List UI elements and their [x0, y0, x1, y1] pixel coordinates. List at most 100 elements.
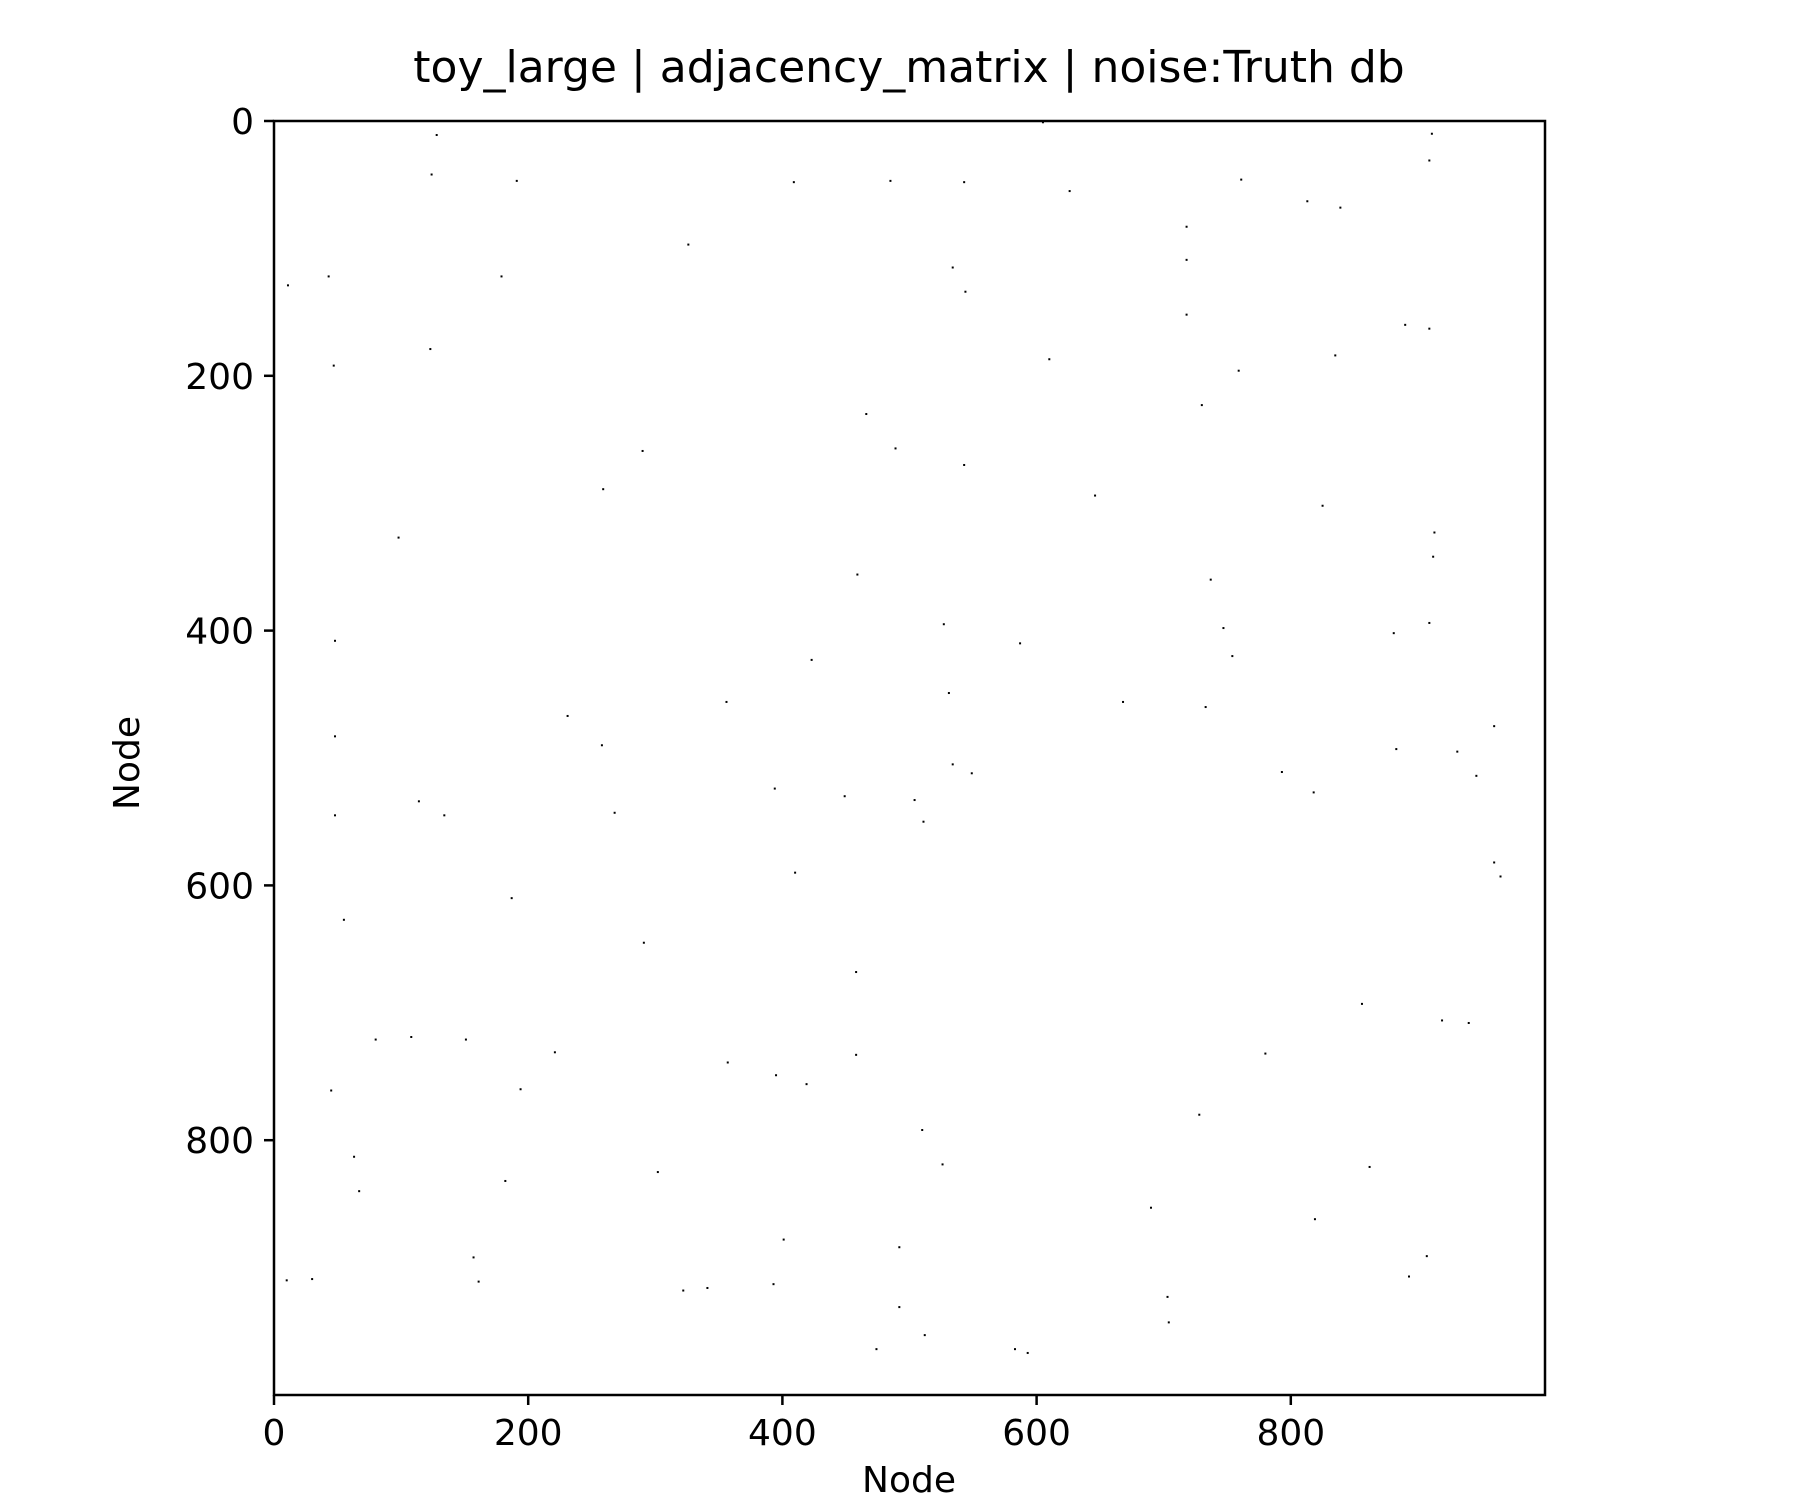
adjacency-point	[510, 897, 513, 900]
adjacency-point	[1312, 791, 1315, 794]
adjacency-point	[504, 1179, 507, 1182]
adjacency-point	[775, 1074, 778, 1077]
adjacency-point	[429, 348, 432, 351]
adjacency-point	[810, 658, 813, 661]
adjacency-point	[656, 1171, 659, 1174]
adjacency-point	[805, 1083, 808, 1086]
adjacency-point	[566, 714, 569, 717]
chart-title: toy_large | adjacency_matrix | noise:Tru…	[413, 42, 1404, 93]
y-tick-label: 800	[185, 1121, 254, 1162]
adjacency-point	[1430, 132, 1433, 135]
adjacency-point	[856, 573, 859, 576]
adjacency-point	[613, 811, 616, 814]
adjacency-point	[941, 1163, 944, 1166]
adjacency-point	[951, 266, 954, 269]
adjacency-point	[970, 772, 973, 775]
adjacency-point	[286, 284, 289, 287]
adjacency-point	[1240, 178, 1243, 181]
adjacency-point	[773, 787, 776, 790]
adjacency-point	[1360, 1002, 1363, 1005]
x-tick-label: 400	[748, 1413, 817, 1454]
adjacency-point	[1499, 875, 1502, 878]
adjacency-point	[1200, 404, 1203, 407]
y-tick-label: 600	[185, 866, 254, 907]
adjacency-point	[1198, 1113, 1201, 1116]
adjacency-point	[1019, 642, 1022, 645]
adjacency-point	[706, 1286, 709, 1289]
adjacency-point	[963, 181, 966, 184]
adjacency-point	[334, 814, 337, 817]
adjacency-point	[1185, 225, 1188, 228]
adjacency-point	[1493, 861, 1496, 864]
adjacency-point	[472, 1256, 475, 1259]
adjacency-point	[515, 179, 518, 182]
adjacency-point	[1237, 369, 1240, 372]
adjacency-point	[500, 275, 503, 278]
adjacency-point	[374, 1038, 377, 1041]
adjacency-point	[477, 1280, 480, 1283]
adjacency-point	[1334, 354, 1337, 357]
adjacency-point	[1204, 706, 1207, 709]
adjacency-point	[553, 1051, 556, 1054]
x-tick-label: 200	[494, 1413, 563, 1454]
adjacency-point	[922, 820, 925, 823]
x-tick-label: 800	[1256, 1413, 1325, 1454]
adjacency-point	[1048, 358, 1051, 361]
adjacency-point	[1280, 771, 1283, 774]
adjacency-point	[1264, 1052, 1267, 1055]
adjacency-point	[358, 1190, 361, 1193]
adjacency-point	[1306, 200, 1309, 203]
adjacency-point	[1392, 632, 1395, 635]
x-tick-label: 600	[1002, 1413, 1071, 1454]
adjacency-point	[782, 1238, 785, 1241]
adjacency-point	[794, 871, 797, 874]
adjacency-point	[1467, 1021, 1470, 1024]
adjacency-point	[602, 488, 605, 491]
adjacency-point	[1339, 206, 1342, 209]
adjacency-point	[311, 1278, 314, 1281]
adjacency-point	[642, 941, 645, 944]
adjacency-point	[1013, 1348, 1016, 1351]
adjacency-point	[792, 181, 795, 184]
adjacency-point	[951, 763, 954, 766]
adjacency-point	[1166, 1295, 1169, 1298]
adjacency-point	[1321, 504, 1324, 507]
adjacency-point	[942, 623, 945, 626]
adjacency-point	[687, 243, 690, 246]
adjacency-point	[923, 1334, 926, 1337]
adjacency-point	[464, 1038, 467, 1041]
adjacency-point	[1408, 1275, 1411, 1278]
adjacency-point	[843, 795, 846, 798]
adjacency-point	[1313, 1218, 1316, 1221]
adjacency-point	[898, 1306, 901, 1309]
adjacency-point	[726, 1061, 729, 1064]
adjacency-point	[1368, 1165, 1371, 1168]
adjacency-point	[894, 447, 897, 450]
adjacency-point	[443, 814, 446, 817]
adjacency-point	[1456, 750, 1459, 753]
adjacency-point	[435, 134, 438, 137]
adjacency-point	[1428, 159, 1431, 162]
adjacency-point	[417, 800, 420, 803]
y-tick-label: 0	[231, 102, 254, 143]
adjacency-point	[865, 413, 868, 416]
adjacency-point	[682, 1289, 685, 1292]
adjacency-point	[334, 735, 337, 738]
x-axis-label: Node	[862, 1460, 956, 1500]
adjacency-point	[1433, 531, 1436, 534]
adjacency-point	[327, 275, 330, 278]
adjacency-point	[772, 1283, 775, 1286]
adjacency-point	[334, 639, 337, 642]
y-axis-label: Node	[107, 716, 148, 810]
adjacency-point	[1425, 1255, 1428, 1258]
adjacency-point	[1222, 627, 1225, 630]
adjacency-point	[285, 1279, 288, 1282]
y-tick-label: 200	[185, 357, 254, 398]
adjacency-point	[1041, 121, 1044, 124]
adjacency-point	[410, 1036, 413, 1039]
adjacency-point	[330, 1089, 333, 1092]
adjacency-point	[1475, 774, 1478, 777]
adjacency-point	[1432, 555, 1435, 558]
